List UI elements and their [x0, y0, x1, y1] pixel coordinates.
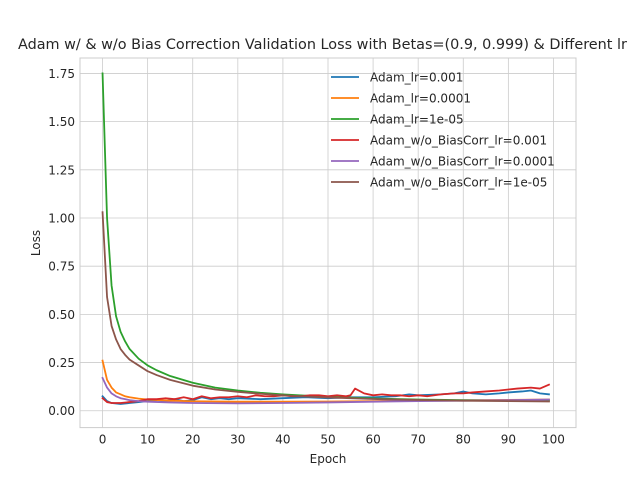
y-tick-label: 0.50	[48, 308, 75, 322]
x-axis-ticks: 0 10 20 30 40 50 60 70 80 90 100	[99, 433, 565, 447]
series-line-5	[101, 211, 550, 403]
legend-label: Adam_lr=0.001	[370, 71, 463, 85]
y-tick-label: 1.50	[48, 115, 75, 129]
y-tick-label: 1.75	[48, 67, 75, 81]
y-tick-label: 0.00	[48, 404, 75, 418]
x-tick-label: 10	[140, 433, 155, 447]
legend-label: Adam_w/o_BiasCorr_lr=1e-05	[370, 176, 547, 190]
legend-label: Adam_lr=1e-05	[370, 113, 464, 127]
x-tick-label: 90	[501, 433, 516, 447]
y-axis-ticks: 0.00 0.25 0.50 0.75 1.00 1.25 1.50 1.75	[48, 67, 75, 418]
legend: Adam_lr=0.001 Adam_lr=0.0001 Adam_lr=1e-05…	[331, 71, 555, 190]
y-tick-label: 1.25	[48, 163, 75, 177]
x-tick-label: 50	[320, 433, 335, 447]
y-tick-label: 1.00	[48, 211, 75, 225]
x-tick-label: 20	[185, 433, 200, 447]
legend-label: Adam_w/o_BiasCorr_lr=0.001	[370, 134, 547, 148]
chart-title: Adam w/ & w/o Bias Correction Validation…	[18, 37, 627, 53]
x-tick-label: 30	[230, 433, 245, 447]
y-tick-label: 0.25	[48, 356, 75, 370]
legend-label: Adam_lr=0.0001	[370, 92, 471, 106]
x-tick-label: 60	[365, 433, 380, 447]
y-axis-label: Loss	[29, 230, 43, 256]
x-tick-label: 100	[542, 433, 565, 447]
x-tick-label: 70	[411, 433, 426, 447]
plot-frame	[79, 57, 577, 429]
legend-label: Adam_w/o_BiasCorr_lr=0.0001	[370, 155, 555, 169]
series-line-4	[101, 376, 550, 405]
grid	[80, 58, 576, 428]
y-tick-label: 0.75	[48, 260, 75, 274]
series-layer	[101, 72, 551, 405]
x-tick-label: 0	[99, 433, 107, 447]
x-tick-label: 40	[275, 433, 290, 447]
series-line-3	[101, 383, 551, 404]
x-tick-label: 80	[456, 433, 471, 447]
x-axis-label: Epoch	[310, 452, 347, 466]
